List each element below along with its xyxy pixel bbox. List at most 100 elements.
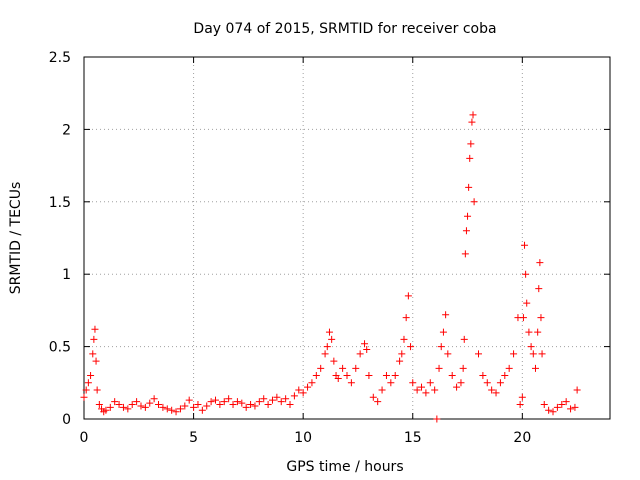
data-point	[483, 379, 491, 387]
data-point	[84, 379, 92, 387]
data-point	[437, 343, 445, 351]
y-tick-label: 0	[62, 412, 71, 428]
data-point	[501, 372, 509, 380]
data-point	[92, 357, 100, 365]
data-point	[523, 299, 531, 307]
data-point	[382, 372, 390, 380]
grid	[84, 57, 610, 419]
chart-title: Day 074 of 2015, SRMTID for receiver cob…	[193, 21, 496, 37]
data-point	[260, 395, 268, 403]
data-point	[163, 405, 171, 413]
data-point	[510, 350, 518, 358]
data-point	[264, 401, 272, 409]
y-tick-label: 1	[62, 267, 71, 283]
data-point	[347, 379, 355, 387]
data-point	[212, 396, 219, 404]
x-tick-label: 0	[80, 430, 89, 446]
data-point	[402, 314, 410, 322]
data-point	[365, 372, 373, 380]
data-point	[522, 270, 530, 278]
y-tick-label: 1.5	[49, 195, 71, 211]
data-point	[238, 399, 246, 407]
data-point	[323, 343, 331, 351]
data-point	[190, 403, 198, 411]
data-point	[537, 314, 545, 322]
data-point	[468, 118, 476, 126]
data-point	[398, 350, 406, 358]
data-point	[247, 401, 255, 409]
data-point	[396, 357, 404, 365]
data-point	[150, 395, 158, 403]
data-point	[534, 328, 542, 336]
data-point	[328, 335, 336, 343]
data-point	[90, 335, 98, 343]
data-point	[545, 406, 553, 414]
data-point	[146, 399, 154, 407]
data-point	[374, 398, 382, 406]
data-point	[521, 241, 529, 249]
data-point	[433, 415, 441, 423]
data-point	[422, 389, 430, 397]
data-point	[571, 403, 579, 411]
data-point	[467, 140, 475, 148]
data-point	[426, 379, 434, 387]
data-point	[435, 364, 443, 372]
data-point	[492, 389, 500, 397]
data-point	[128, 401, 136, 409]
data-point	[124, 405, 132, 413]
data-point	[562, 398, 570, 406]
data-point	[361, 340, 369, 348]
data-point	[168, 406, 176, 414]
data-point	[203, 402, 211, 410]
data-point	[431, 386, 439, 394]
x-axis: 0 5 10 15 20	[80, 57, 531, 446]
data-point	[567, 405, 575, 413]
data-point	[181, 402, 189, 410]
data-point	[453, 383, 461, 391]
data-point	[220, 398, 228, 406]
data-point	[172, 408, 180, 416]
data-point	[527, 343, 535, 351]
data-point	[457, 379, 465, 387]
data-point	[470, 198, 478, 206]
data-point	[242, 403, 250, 411]
data-point	[339, 364, 347, 372]
data-point	[369, 393, 377, 401]
y-axis: 0 0.5 1 1.5 2 2.5	[49, 50, 610, 428]
data-point	[496, 379, 504, 387]
data-point	[268, 396, 276, 404]
data-point	[475, 350, 482, 358]
data-point	[185, 396, 193, 404]
data-point	[531, 364, 539, 372]
data-point	[198, 406, 206, 414]
data-point	[413, 386, 421, 394]
data-point	[290, 392, 298, 400]
data-point	[87, 372, 95, 380]
data-point	[387, 379, 395, 387]
x-axis-label: GPS time / hours	[286, 459, 403, 475]
plot-frame	[83, 56, 611, 420]
data-point	[391, 372, 399, 380]
data-point	[304, 383, 312, 391]
data-point	[442, 311, 450, 319]
data-point	[404, 292, 412, 300]
y-axis-label: SRMTID / TECUs	[8, 182, 24, 295]
data-point	[194, 401, 202, 409]
data-point	[536, 259, 544, 267]
data-point	[317, 364, 325, 372]
data-point	[378, 386, 386, 394]
data-point	[159, 403, 167, 411]
data-point	[505, 364, 513, 372]
data-point	[102, 406, 110, 414]
data-point	[321, 350, 329, 358]
data-point	[115, 401, 123, 409]
data-point	[448, 372, 456, 380]
data-point	[343, 372, 351, 380]
data-point	[356, 350, 364, 358]
data-point	[549, 408, 557, 416]
data-point	[466, 154, 474, 162]
data-point	[273, 393, 281, 401]
data-point	[469, 111, 477, 119]
data-point	[111, 398, 119, 406]
